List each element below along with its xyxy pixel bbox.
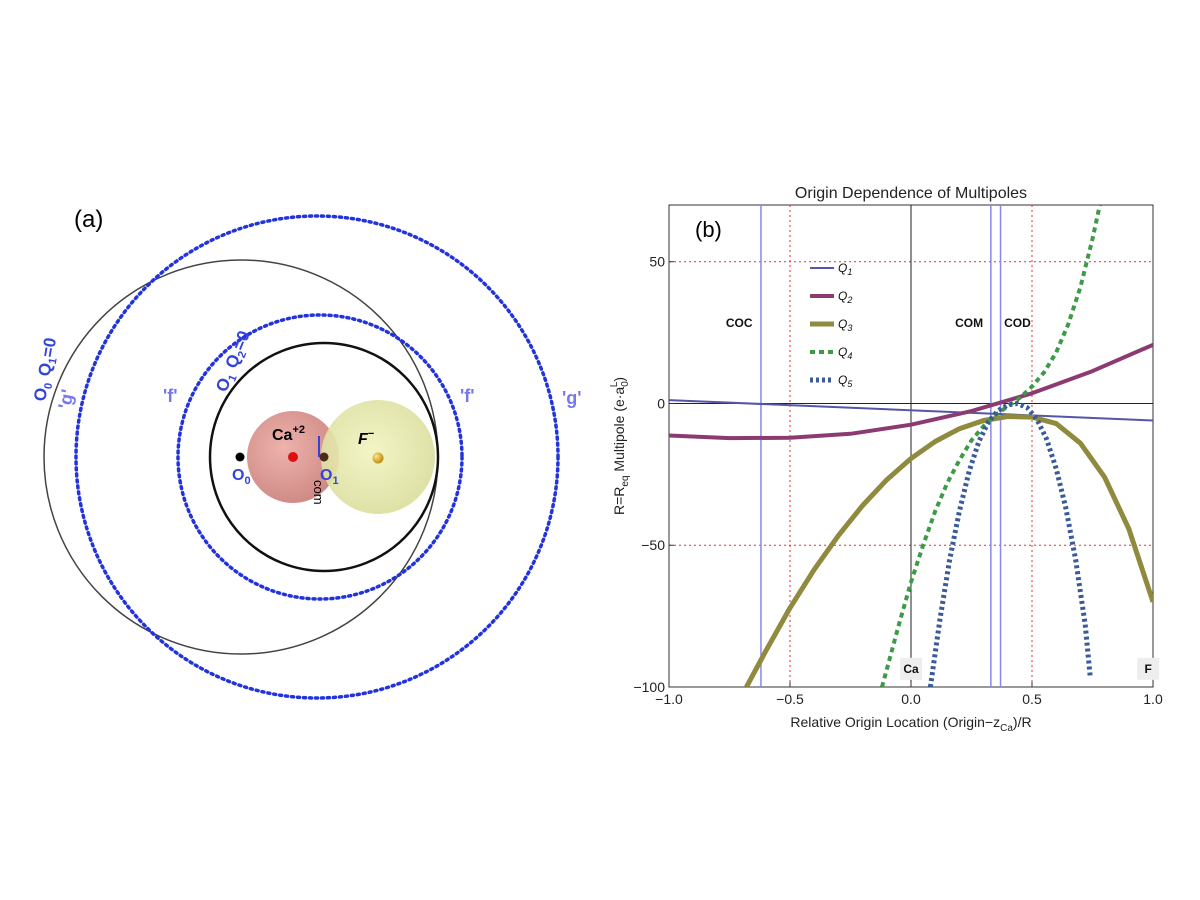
annotation-box [900, 657, 922, 680]
annotation-box [1137, 657, 1160, 680]
annotation-label: COC [726, 316, 753, 330]
x-tick-label: 0.0 [901, 691, 921, 707]
g-label-right: 'g' [562, 388, 582, 408]
o1-point [319, 452, 329, 462]
annotation-label: F [1144, 662, 1151, 676]
com-label: com [311, 480, 326, 505]
g-label-left: 'g' [54, 388, 78, 411]
o0-point [235, 452, 245, 462]
y-tick-label: 0 [657, 395, 665, 411]
legend-label: Q2 [838, 289, 852, 305]
f-label: F− [358, 428, 375, 448]
x-tick-label: 0.5 [1022, 691, 1042, 707]
series-line-q1 [669, 399, 1153, 422]
series-group [669, 205, 1153, 687]
y-tick-label: −100 [633, 679, 665, 695]
axis-ticks: −1.0 −0.5 0.0 0.5 1.0 −100 −50 0 50 [633, 254, 1162, 707]
chart-title: Origin Dependence of Multipoles [795, 185, 1027, 202]
annotation-label: COM [955, 316, 983, 330]
f-nucleus [372, 452, 384, 464]
x-axis-label: Relative Origin Location (Origin−zCa)/R [790, 714, 1031, 734]
legend-label: Q1 [838, 261, 852, 277]
panel-b-label: (b) [695, 217, 722, 242]
panel-a-label: (a) [74, 206, 103, 233]
y-tick-label: −50 [641, 537, 665, 553]
o1-label: O1 [320, 467, 339, 487]
annotations: COC COM COD Ca F [726, 316, 1160, 680]
annotation-label: Ca [903, 662, 919, 676]
f-prime-label-left: 'f' [163, 386, 178, 406]
legend: Q1 Q2 Q3 Q4 Q5 [810, 261, 853, 389]
panel-a-diagram: (a) Ca+2 F− O0 O1 com O0Q1=0 O1Q2=0 'g' … [30, 206, 582, 700]
x-tick-label: 1.0 [1143, 691, 1163, 707]
legend-label: Q3 [838, 317, 852, 333]
series-line-q5 [927, 401, 1093, 687]
ca-nucleus [288, 452, 298, 462]
series-line-q2 [669, 342, 1153, 441]
y-tick-label: 50 [649, 254, 665, 270]
x-tick-label: −1.0 [655, 691, 683, 707]
legend-label: Q4 [838, 345, 852, 361]
f-prime-label-right: 'f' [460, 386, 475, 406]
panel-b-chart: Origin Dependence of Multipoles −1.0 −0.5… [609, 185, 1163, 734]
x-tick-label: −0.5 [776, 691, 804, 707]
ca-label: Ca+2 [272, 424, 305, 444]
marker-lines [760, 205, 1002, 687]
series-line-q3 [744, 414, 1153, 687]
legend-label: Q5 [838, 373, 853, 389]
annotation-label: COD [1004, 316, 1031, 330]
y-axis-label: R=Req Multipole (e·a0L) [609, 377, 631, 515]
inner-dotted-circle-f [176, 313, 464, 601]
outer-dotted-circle-g [74, 214, 560, 700]
o0-label: O0 [232, 467, 251, 487]
inner-solid-circle [208, 341, 440, 573]
outer-circle-label: O0Q1=0 [30, 336, 63, 403]
